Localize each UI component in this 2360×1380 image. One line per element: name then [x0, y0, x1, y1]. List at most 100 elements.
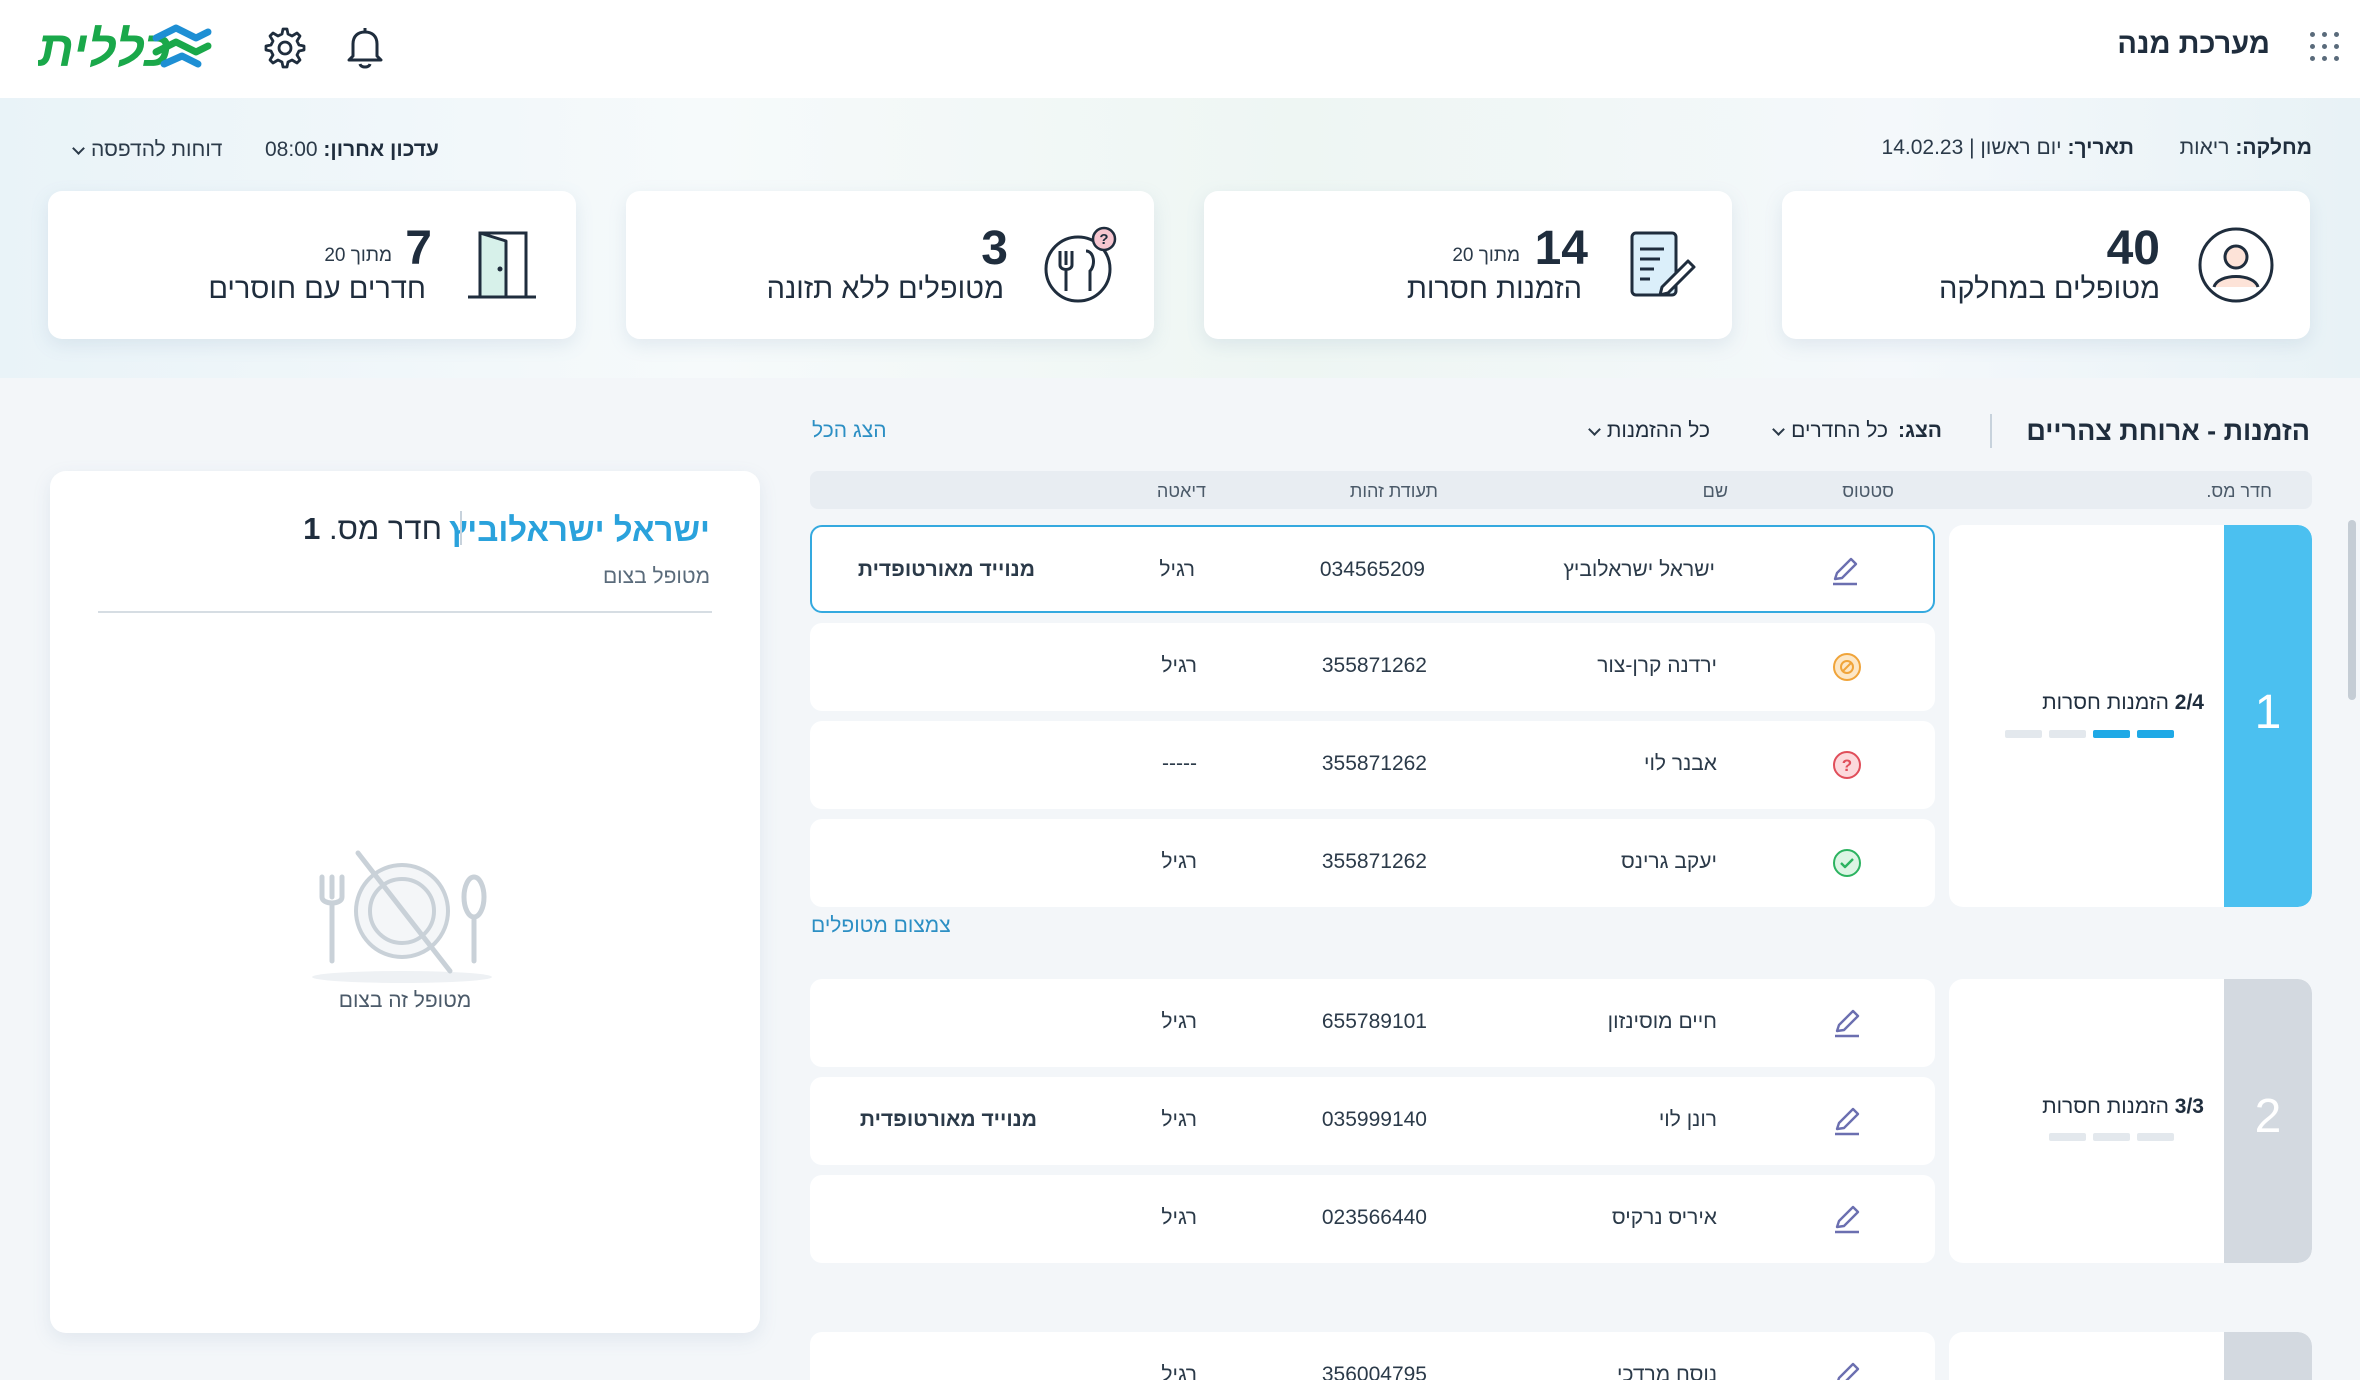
chevron-down-icon [1772, 423, 1786, 437]
patient-diet: רגיל [1161, 1108, 1197, 1131]
detail-rule [98, 611, 712, 613]
room-number: 2 [2254, 1090, 2282, 1143]
patient-name: חיים מוסינזון [1607, 1010, 1717, 1033]
room-missing-count: 3/3 [2174, 1095, 2204, 1118]
edit-icon[interactable] [1831, 1203, 1863, 1235]
patient-id: 655789101 [1321, 1010, 1427, 1033]
patient-row[interactable]: חיים מוסינזון 655789101 רגיל [810, 979, 1935, 1067]
rooms-filter-label: כל החדרים [1791, 419, 1888, 442]
chevron-down-icon [72, 142, 85, 156]
logo-text: כללית [38, 21, 171, 76]
room-card-3[interactable] [1949, 1332, 2312, 1380]
edit-icon[interactable] [1831, 1007, 1863, 1039]
patient-row[interactable]: נוסח מרדכי 356004795 רגיל [810, 1332, 1935, 1380]
stat-card-patients[interactable]: 40 מטופלים במחלקה [1782, 191, 2310, 339]
stat-label: מטופלים במחלקה [1938, 273, 2160, 305]
document-edit-icon [1630, 231, 1696, 297]
room-number-strip [2224, 1332, 2312, 1380]
patient-id: 356004795 [1321, 1363, 1427, 1380]
detail-room: חדר מס. 1 [303, 511, 442, 547]
patient-diet: רגיל [1159, 558, 1195, 581]
room-missing-label: הזמנות חסרות [2042, 691, 2169, 714]
patient-diet: רגיל [1161, 1206, 1197, 1229]
header-divider [1990, 414, 1992, 448]
patient-row[interactable]: ? אבנר לוי 355871262 ----- [810, 721, 1935, 809]
patient-name: נוסח מרדכי [1617, 1363, 1717, 1380]
room-missing-orders: 3/3 הזמנות חסרות [2042, 1095, 2204, 1119]
check-icon[interactable] [1831, 847, 1863, 879]
patient-diet: ----- [1162, 752, 1197, 775]
patient-id: 355871262 [1321, 654, 1427, 677]
room-card-2[interactable]: 2 3/3 הזמנות חסרות [1949, 979, 2312, 1263]
patient-note: מנוייד מאורטופדית [857, 558, 1035, 581]
detail-room-number: 1 [303, 511, 321, 546]
patient-id: 034565209 [1319, 558, 1425, 581]
column-header-diet: דיאטה [1156, 481, 1206, 501]
stat-card-missing-orders[interactable]: 14 מתוך 20 הזמנות חסרות [1204, 191, 1732, 339]
last-update-label: עדכון אחרון: [323, 138, 439, 161]
progress-segment [2093, 1133, 2130, 1141]
patient-diet: רגיל [1161, 654, 1197, 677]
column-header-room: חדר מס. [2206, 481, 2272, 501]
collapse-patients-link[interactable]: צמצום מטופלים [811, 914, 951, 937]
patient-row[interactable]: יעקב גרינס 355871262 רגיל [810, 819, 1935, 907]
column-header-id: תעודת זהות [1349, 481, 1438, 501]
patient-row[interactable]: ירדנה קרן-צור 355871262 רגיל [810, 623, 1935, 711]
pending-icon[interactable] [1831, 651, 1863, 683]
chevron-down-icon [1588, 423, 1601, 437]
date-info: תאריך: יום ראשון | 14.02.23 [1882, 136, 2134, 160]
show-filter-label: הצג: [1897, 419, 1942, 442]
show-all-link[interactable]: הצג הכל [812, 419, 887, 442]
stat-card-rooms-missing[interactable]: 7 מתוך 20 חדרים עם חוסרים [48, 191, 576, 339]
detail-divider [460, 511, 462, 545]
bell-icon[interactable] [345, 26, 385, 70]
orders-title: הזמנות - ארוחת צהריים [2026, 416, 2310, 446]
edit-icon[interactable] [1831, 1105, 1863, 1137]
patient-name: ישראל ישראלוביץ [1563, 558, 1715, 581]
detail-patient-name: ישראל ישראלוביץ [449, 511, 710, 548]
app-title: מערכת מנה [2117, 28, 2270, 60]
progress-segment [2093, 730, 2130, 738]
patient-note: מנוייד מאורטופדית [859, 1108, 1037, 1131]
apps-grid-icon[interactable] [2310, 32, 2340, 62]
scrollbar-thumb[interactable] [2348, 520, 2356, 700]
patient-id: 023566440 [1321, 1206, 1427, 1229]
room-missing-orders: 2/4 הזמנות חסרות [2042, 691, 2204, 715]
clalit-logo[interactable]: כללית [37, 20, 218, 77]
patient-diet: רגיל [1161, 1363, 1197, 1380]
patient-name: רונן לוי [1658, 1108, 1717, 1131]
patient-row[interactable]: ישראל ישראלוביץ 034565209 רגיל מנוייד מא… [810, 525, 1935, 613]
detail-room-label: חדר מס. [329, 511, 442, 546]
patient-detail-panel: ישראל ישראלוביץ חדר מס. 1 מטופל בצום מטו… [50, 471, 760, 1333]
print-reports-dropdown[interactable]: דוחות להדפסה [66, 138, 222, 162]
stat-card-no-nutrition[interactable]: 3 מטופלים ללא תזונה ? [626, 191, 1154, 339]
orders-filter-dropdown[interactable]: כל ההזמנות [1582, 419, 1710, 443]
progress-segment [2137, 1133, 2174, 1141]
gear-icon[interactable] [264, 27, 306, 69]
patient-diet: רגיל [1161, 850, 1197, 873]
last-update-info: עדכון אחרון: 08:00 [265, 138, 439, 162]
edit-icon[interactable] [1831, 1360, 1863, 1380]
stat-label: מטופלים ללא תזונה [766, 273, 1004, 305]
patient-name: איריס נרקיס [1611, 1206, 1717, 1229]
department-info: מחלקה: ריאות [2180, 136, 2312, 160]
top-bar [0, 0, 2360, 98]
column-header-name: שם [1702, 481, 1728, 501]
patient-row[interactable]: איריס נרקיס 023566440 רגיל [810, 1175, 1935, 1263]
stat-label: הזמנות חסרות [1406, 273, 1582, 305]
patient-row[interactable]: רונן לוי 035999140 רגיל מנוייד מאורטופדי… [810, 1077, 1935, 1165]
room-number-strip: 2 [2224, 979, 2312, 1263]
patient-id: 035999140 [1321, 1108, 1427, 1131]
meal-question-icon: ? [1044, 226, 1117, 303]
department-label: מחלקה: [2235, 136, 2312, 159]
edit-icon[interactable] [1829, 555, 1861, 587]
rooms-filter-dropdown[interactable]: כל החדרים [1766, 419, 1888, 443]
room-card-1[interactable]: 1 2/4 הזמנות חסרות [1949, 525, 2312, 907]
stat-of-total: מתוך 20 [324, 245, 392, 266]
stat-label: חדרים עם חוסרים [208, 273, 426, 305]
patient-icon [2198, 227, 2274, 303]
question-icon[interactable]: ? [1831, 749, 1863, 781]
progress-segment [2137, 730, 2174, 738]
stat-number: 7 [405, 222, 432, 275]
stat-number: 14 [1534, 222, 1588, 275]
